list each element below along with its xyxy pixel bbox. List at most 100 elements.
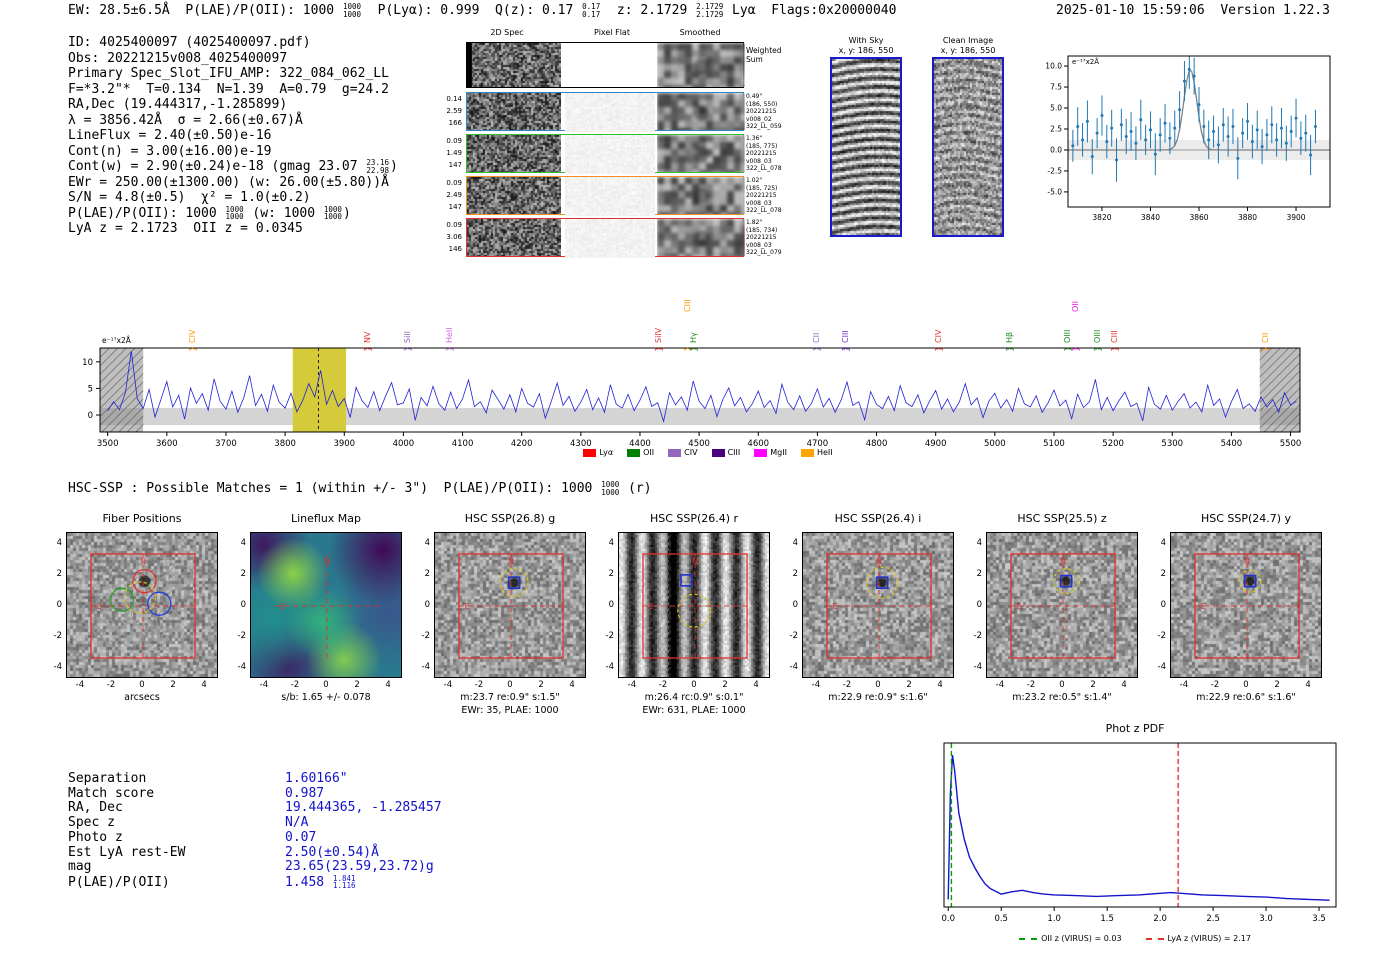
- smoothed-noise: [657, 93, 745, 130]
- x-tick-label: -2: [658, 680, 668, 690]
- photz-legend: OII z (VIRUS) = 0.03 LyA z (VIRUS) = 2.17: [920, 934, 1350, 943]
- info-line: P(LAE)/P(OII): 1000 1000 1000 (w: 1000 10…: [68, 204, 351, 221]
- cutout-noise-image: [1171, 533, 1321, 677]
- svg-text:N: N: [876, 557, 882, 566]
- legend-swatch: [800, 448, 814, 457]
- match-table-row: mag 23.65(23.59,23.72)g: [68, 859, 442, 875]
- smoothed-segment: [657, 219, 745, 256]
- line-fit-plot: 10.0 7.5 5.0 2.5 0.0 -2.5 -5.0 3820 3840 3860 3880…: [1030, 42, 1350, 232]
- x-tick-label: -2: [474, 680, 484, 690]
- legend-swatch: [583, 448, 597, 457]
- full-spectrum-plot: 0 5 10 3500 3600 3700 3800 3900 4000 4100 4200 4300…: [78, 290, 1348, 490]
- x-tick-label: 2: [906, 680, 912, 690]
- svg-text:2.5: 2.5: [1050, 124, 1062, 133]
- emission-line-label: Hβ: [1005, 331, 1015, 343]
- y-tick-label: 2: [1160, 568, 1166, 579]
- x-tick-label: 4: [937, 680, 943, 690]
- emission-line-brace: {: [1109, 346, 1120, 352]
- legend-label: MgII: [770, 448, 787, 457]
- emission-line-brace: {: [1004, 346, 1015, 352]
- emission-line-label: OIII: [1063, 329, 1073, 343]
- stacked-fraction: 0.17 0.17: [582, 2, 601, 19]
- svg-text:5.0: 5.0: [1050, 104, 1062, 113]
- fiber-weight-labels: 0.09 1.49 147: [446, 137, 462, 169]
- photz-legend-label: OII z (VIRUS) = 0.03: [1041, 934, 1122, 943]
- emission-line-brace: {: [443, 346, 454, 352]
- cutout-noise-image: [987, 533, 1137, 677]
- smoothed-noise: [657, 219, 745, 256]
- y-tick-label: 0: [56, 600, 62, 610]
- x-tick-label: -4: [995, 680, 1005, 690]
- fiber-weight-labels: 0.09 2.49 147: [446, 179, 462, 211]
- y-tick-label: 0: [1160, 600, 1166, 610]
- cutout-panel: HSC SSP(26.8) g N E -4 -4 -2 -2 0 0 2 2 4 4 m:23.7 re…: [408, 512, 612, 724]
- cutout-caption: s/b: 1.65 +/- 0.078: [281, 692, 371, 703]
- cutout-overlay: NE: [90, 553, 196, 659]
- x-tick-label: 0: [1059, 680, 1065, 690]
- emission-line-brace: {: [688, 346, 699, 352]
- emission-line-brace: {: [652, 346, 663, 352]
- emission-line-brace: {: [401, 346, 412, 352]
- y-tick-label: -2: [789, 631, 798, 642]
- info-line: λ = 3856.42Å σ = 2.66(±0.67)Å: [68, 112, 303, 128]
- svg-text:0: 0: [88, 411, 93, 421]
- spec2d-fiber-row: [466, 134, 745, 174]
- fiber-weight-labels: 0.09 3.06 146: [446, 221, 462, 253]
- x-tick-label: 2: [722, 680, 728, 690]
- emission-line-label: CIII: [1110, 330, 1120, 343]
- emission-line-label: CIV: [934, 329, 944, 343]
- cutout-overlay: NE: [1010, 553, 1116, 659]
- spec2d-segment: [467, 177, 561, 214]
- match-table-row: P(LAE)/P(OII) 1.458 1.841 1.116: [68, 875, 442, 891]
- full-spectrum-svg: 0 5 10 3500 3600 3700 3800 3900 4000 4100 4200 4300…: [82, 347, 1301, 449]
- svg-text:3880: 3880: [1238, 213, 1257, 222]
- x-tick-label: 4: [753, 680, 759, 690]
- svg-text:7.5: 7.5: [1050, 83, 1062, 92]
- cleanimage-xy: x, y: 186, 550: [940, 46, 996, 55]
- svg-text:3900: 3900: [1286, 213, 1305, 222]
- fiber-weight-labels: 0.14 2.59 166: [446, 95, 462, 127]
- withsky-label: With Sky x, y: 186, 550: [828, 36, 904, 56]
- svg-text:4400: 4400: [629, 439, 651, 449]
- emission-line-label: OIII: [1093, 329, 1103, 343]
- x-tick-label: 0: [139, 680, 145, 690]
- emission-line-brace: {: [1070, 346, 1081, 352]
- x-tick-label: -4: [1179, 680, 1189, 690]
- legend-swatch: [754, 448, 768, 457]
- cutout-overlay: NE: [274, 553, 380, 659]
- cutout-panel: Lineflux Map N E -4 -4 -2 -2 0 0 2 2 4 4 s/b: 1.65 +/…: [224, 512, 428, 724]
- spec2d-cutout-grid: 2D Spec Pixel Flat Smoothed Weighted Sum…: [438, 28, 868, 262]
- photz-pdf-plot: Phot z PDF 0.0 0.5 1.0 1.5 2.0 2.5 3.0 3.5 OII …: [920, 722, 1350, 952]
- spec2d-segment: [467, 43, 561, 87]
- legend-item: CIV: [668, 448, 698, 457]
- x-tick-label: 0: [691, 680, 697, 690]
- svg-text:5300: 5300: [1161, 439, 1183, 449]
- spec2d-fiber-row: [466, 176, 745, 216]
- svg-text:1.0: 1.0: [1047, 914, 1061, 924]
- legend-item: HeII: [800, 448, 833, 457]
- cleanimage-label: Clean Image x, y: 186, 550: [930, 36, 1006, 56]
- y-tick-label: -4: [53, 662, 62, 673]
- spec2d-noise: [467, 135, 561, 172]
- svg-text:4300: 4300: [570, 439, 592, 449]
- info-line: Obs: 20221215v008_4025400097: [68, 50, 288, 66]
- legend-item: CIII: [711, 448, 740, 457]
- summary-line: EW: 28.5±6.5Å P(LAE)/P(OII): 1000 1000 10…: [68, 2, 897, 19]
- spec2d-weighted-row: [466, 42, 745, 88]
- fiber-id-labels: 0.49" (186, 550) 20221215 v008_02 322_LL…: [746, 93, 782, 131]
- legend-label: Lyα: [599, 448, 614, 457]
- fiber-id-labels: 1.36" (185, 775) 20221215 v008_03 322_LL…: [746, 135, 782, 173]
- legend-swatch: [668, 448, 682, 457]
- match-table-row: Photo z 0.07: [68, 830, 442, 846]
- x-tick-label: -2: [842, 680, 852, 690]
- info-line: Primary Spec_Slot_IFU_AMP: 322_084_062_L…: [68, 66, 389, 81]
- svg-text:E: E: [832, 602, 837, 611]
- cutout-panel: Fiber Positions N E -4 -4 -2 -2 0 0 2 2 4 4 arcsecs: [40, 512, 244, 724]
- x-tick-label: 0: [875, 680, 881, 690]
- cutout-panel: HSC SSP(26.4) r N E -4 -4 -2 -2 0 0 2 2 4 4 m:26.4 rc…: [592, 512, 796, 724]
